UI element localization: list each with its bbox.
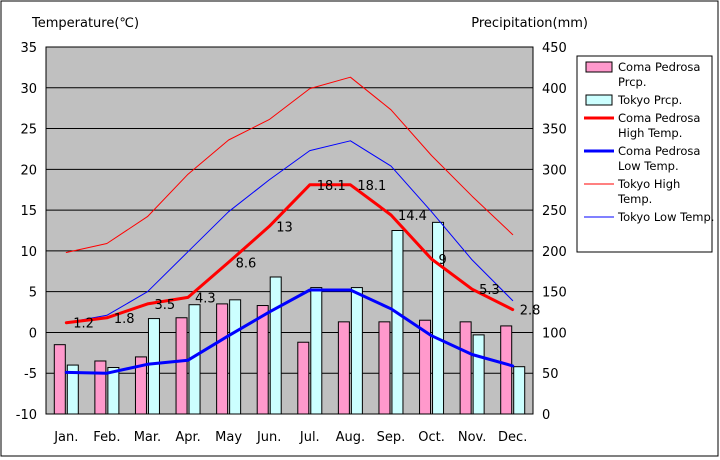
data-label: 13 (276, 220, 293, 235)
x-tick-label: Feb. (93, 430, 120, 445)
legend-label: Tokyo Prcp. (617, 93, 682, 107)
legend-label: Tokyo Low Temp. (617, 210, 714, 224)
legend-label: Tokyo High (617, 177, 680, 191)
precipitation-bar (472, 334, 485, 415)
y-axis-right-ticks: 450 400 350 300 250 200 150 100 50 0 (542, 41, 567, 423)
precipitation-bar (229, 299, 242, 415)
x-tick-label: Aug. (336, 430, 366, 445)
legend-swatch (585, 94, 613, 106)
x-tick-label: Sep. (377, 430, 406, 445)
y-right-tick-label: 300 (542, 163, 567, 178)
data-label: 18.1 (357, 179, 386, 194)
precipitation-bar (269, 276, 282, 415)
precipitation-bar (147, 318, 160, 415)
y-right-tick-label: 50 (542, 367, 559, 382)
data-label: 5.3 (479, 283, 500, 298)
precipitation-bar (256, 305, 269, 415)
y-left-tick-label: 25 (20, 123, 37, 138)
data-label: 14.4 (398, 209, 427, 224)
y-right-tick-label: 350 (542, 123, 567, 138)
y-left-tick-label: 10 (20, 245, 37, 260)
temperature-line (64, 288, 515, 375)
y-left-tick-label: 35 (20, 41, 37, 56)
y-left-tick-label: 15 (20, 204, 37, 219)
legend-label: Coma Pedrosa (618, 144, 700, 158)
y-axis-left-title: Temperature(℃) (31, 16, 139, 31)
temperature-line (65, 140, 514, 324)
data-labels: 1.2 1.8 3.5 4.3 8.6 13 18.1 18.1 14.4 9 5.3 2.8 (73, 179, 540, 332)
legend-label: Low Temp. (618, 159, 679, 173)
legend-label: Prcp. (618, 75, 647, 89)
y-right-tick-label: 200 (542, 245, 567, 260)
precipitation-bar (53, 344, 66, 415)
data-label: 1.2 (73, 317, 94, 332)
y-right-tick-label: 150 (542, 286, 567, 301)
y-right-tick-label: 250 (542, 204, 567, 219)
y-left-tick-label: -10 (16, 408, 37, 423)
precipitation-bar (94, 360, 107, 415)
precipitation-bar (391, 230, 404, 415)
data-label: 3.5 (154, 298, 175, 313)
legend-label: Coma Pedrosa (618, 60, 700, 74)
data-label: 18.1 (317, 179, 346, 194)
precipitation-bar (350, 287, 363, 415)
legend-label: Temp. (617, 192, 652, 206)
x-tick-label: Apr. (175, 430, 200, 445)
precipitation-bar (432, 221, 445, 415)
precipitation-bars (53, 221, 526, 415)
data-label: 1.8 (114, 312, 135, 327)
y-right-tick-label: 400 (542, 82, 567, 97)
legend-label: High Temp. (618, 126, 682, 140)
x-tick-label: Nov. (458, 430, 487, 445)
x-tick-label: Dec. (498, 430, 527, 445)
legend-label: Coma Pedrosa (618, 111, 700, 125)
plot-frame (45, 46, 534, 415)
x-tick-label: Jul. (299, 430, 320, 445)
x-tick-label: Jan. (53, 430, 78, 445)
y-axis-right-title: Precipitation(mm) (471, 16, 588, 31)
x-tick-label: Oct. (418, 430, 445, 445)
data-label: 4.3 (195, 291, 216, 306)
y-right-tick-label: 100 (542, 326, 567, 341)
precipitation-bar (459, 321, 472, 415)
precipitation-bar (378, 321, 391, 415)
x-tick-label: Jun. (256, 430, 281, 445)
y-right-tick-label: 0 (542, 408, 550, 423)
precipitation-bar (513, 366, 526, 415)
precipitation-bar (216, 303, 229, 415)
grid-lines (46, 87, 533, 374)
temperature-line (65, 76, 514, 253)
data-label: 8.6 (236, 256, 257, 271)
precipitation-bar (107, 367, 120, 415)
y-left-tick-label: 20 (20, 163, 37, 178)
x-axis-ticks: Jan. Feb. Mar. Apr. May Jun. Jul. Aug. Sep. Oct. N… (53, 430, 527, 445)
precipitation-bar (337, 321, 350, 415)
y-left-tick-label: -5 (24, 367, 37, 382)
legend-box (576, 55, 713, 253)
y-left-tick-label: 30 (20, 82, 37, 97)
precipitation-bar (175, 317, 188, 415)
data-label: 9 (439, 253, 447, 268)
x-tick-label: May (215, 430, 242, 445)
temperature-lines (64, 76, 515, 375)
y-axis-left-ticks: 35 30 25 20 15 10 5 0 -5 -10 (16, 41, 37, 423)
precipitation-bar (310, 287, 323, 415)
precipitation-bar (297, 341, 310, 415)
precipitation-bar (500, 325, 513, 415)
y-left-tick-label: 0 (29, 326, 37, 341)
legend-swatch (585, 61, 613, 73)
y-left-tick-label: 5 (29, 286, 37, 301)
temperature-line (64, 183, 515, 325)
y-right-tick-label: 450 (542, 41, 567, 56)
x-tick-label: Mar. (134, 430, 161, 445)
data-label: 2.8 (520, 304, 541, 319)
